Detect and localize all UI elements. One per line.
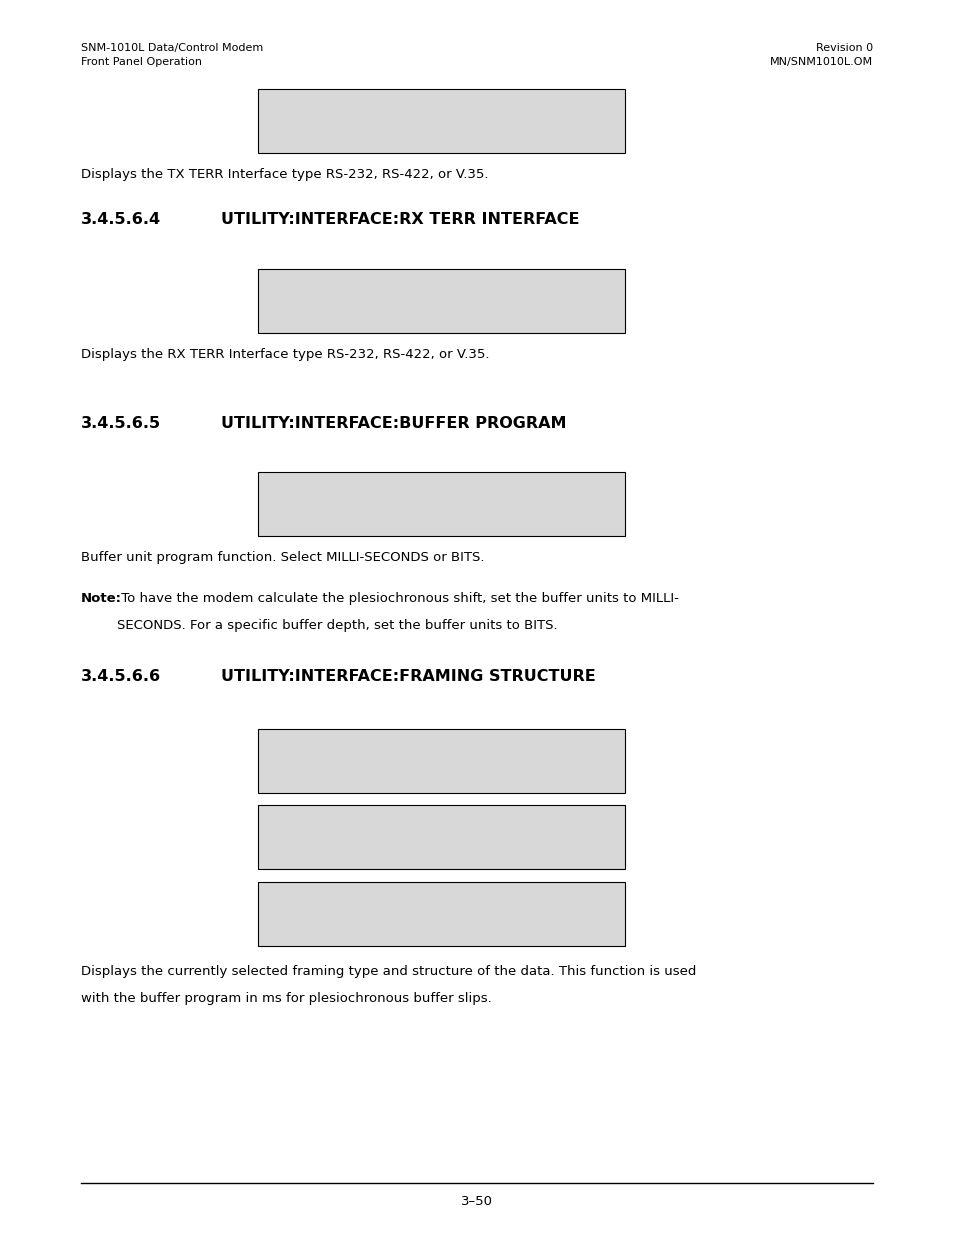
Bar (257, 882, 624, 946)
Text: 3.4.5.6.4: 3.4.5.6.4 (81, 212, 161, 227)
Text: MN/SNM1010L.OM: MN/SNM1010L.OM (769, 57, 872, 67)
Text: Displays the TX TERR Interface type RS-232, RS-422, or V.35.: Displays the TX TERR Interface type RS-2… (81, 168, 488, 182)
Text: 3–50: 3–50 (460, 1195, 493, 1209)
Text: UTILITY:INTERFACE:RX TERR INTERFACE: UTILITY:INTERFACE:RX TERR INTERFACE (221, 212, 579, 227)
Text: UTILITY:INTERFACE:BUFFER PROGRAM: UTILITY:INTERFACE:BUFFER PROGRAM (221, 416, 566, 431)
Bar (257, 805, 624, 869)
Text: To have the modem calculate the plesiochronous shift, set the buffer units to MI: To have the modem calculate the plesioch… (117, 592, 679, 605)
Text: UTILITY:INTERFACE:FRAMING STRUCTURE: UTILITY:INTERFACE:FRAMING STRUCTURE (221, 669, 596, 684)
Text: Displays the RX TERR Interface type RS-232, RS-422, or V.35.: Displays the RX TERR Interface type RS-2… (81, 348, 489, 362)
Bar (257, 269, 624, 333)
Text: SECONDS. For a specific buffer depth, set the buffer units to BITS.: SECONDS. For a specific buffer depth, se… (117, 619, 558, 632)
Text: Revision 0: Revision 0 (815, 43, 872, 53)
Bar (257, 729, 624, 793)
Text: with the buffer program in ms for plesiochronous buffer slips.: with the buffer program in ms for plesio… (81, 992, 492, 1005)
Bar (257, 472, 624, 536)
Bar (257, 89, 624, 153)
Text: 3.4.5.6.5: 3.4.5.6.5 (81, 416, 161, 431)
Text: Front Panel Operation: Front Panel Operation (81, 57, 202, 67)
Text: Buffer unit program function. Select MILLI-SECONDS or BITS.: Buffer unit program function. Select MIL… (81, 551, 484, 564)
Text: 3.4.5.6.6: 3.4.5.6.6 (81, 669, 161, 684)
Text: Displays the currently selected framing type and structure of the data. This fun: Displays the currently selected framing … (81, 965, 696, 978)
Text: Note:: Note: (81, 592, 122, 605)
Text: SNM-1010L Data/Control Modem: SNM-1010L Data/Control Modem (81, 43, 263, 53)
